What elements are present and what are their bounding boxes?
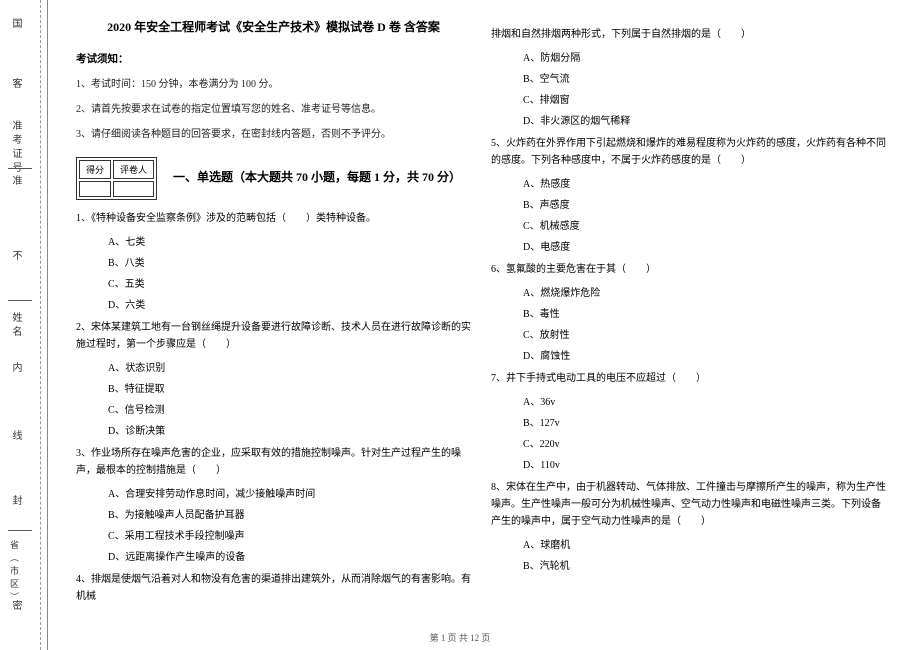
question-option: A、球磨机 <box>523 536 886 551</box>
instruction-line: 1、考试时间：150 分钟，本卷满分为 100 分。 <box>76 76 471 93</box>
question-stem: 8、宋体在生产中，由于机器转动、气体排放、工件撞击与摩擦所产生的噪声，称为生产性… <box>491 479 886 530</box>
question-option: B、为接触噪声人员配备护耳器 <box>108 506 471 521</box>
question-option: C、五类 <box>108 275 471 290</box>
marker-cell <box>113 181 154 197</box>
question-option: B、八类 <box>108 254 471 269</box>
question-stem: 1、《特种设备安全监察条例》涉及的范畴包括（ ）类特种设备。 <box>76 210 471 227</box>
question-stem: 5、火炸药在外界作用下引起燃烧和爆炸的难易程度称为火炸药的感度，火炸药有各种不同… <box>491 135 886 169</box>
score-header: 得分 <box>79 160 111 179</box>
question-option: D、非火源区的烟气稀释 <box>523 112 886 127</box>
content-area: 2020 年安全工程师考试《安全生产技术》模拟试卷 D 卷 含答案 考试须知： … <box>48 0 920 650</box>
question-option: A、合理安排劳动作息时间，减少接触噪声时间 <box>108 485 471 500</box>
binding-label: 姓名 <box>8 312 23 340</box>
question-option: D、六类 <box>108 296 471 311</box>
binding-label: 不 <box>8 250 23 264</box>
binding-label: 省（市区） <box>8 540 21 605</box>
right-column: 排烟和自然排烟两种形式，下列属于自然排烟的是（ ） A、防烟分隔 B、空气流 C… <box>481 18 896 642</box>
binding-label: 封 <box>8 495 23 509</box>
binding-margin: 国 客 准考证号 准 不 姓名 内 线 封 省（市区） 密 <box>0 0 48 650</box>
question-option: C、机械感度 <box>523 217 886 232</box>
question-option: B、空气流 <box>523 70 886 85</box>
question-stem: 3、作业场所存在噪声危害的企业，应采取有效的措施控制噪声。针对生产过程产生的噪声… <box>76 445 471 479</box>
binding-label: 内 <box>8 362 23 376</box>
question-option: C、信号检测 <box>108 401 471 416</box>
question-option: A、燃烧爆炸危险 <box>523 284 886 299</box>
question-option: B、特征提取 <box>108 380 471 395</box>
binding-label: 密 <box>8 600 23 614</box>
part1-title: 一、单选题（本大题共 70 小题，每题 1 分，共 70 分） <box>173 168 461 185</box>
question-option: A、热感度 <box>523 175 886 190</box>
question-option: D、电感度 <box>523 238 886 253</box>
question-option: A、36v <box>523 393 886 408</box>
question-stem: 2、宋体某建筑工地有一台钢丝绳提升设备要进行故障诊断、技术人员在进行故障诊断的实… <box>76 319 471 353</box>
binding-underline <box>8 168 32 169</box>
question-option: B、毒性 <box>523 305 886 320</box>
question-option: D、110v <box>523 456 886 471</box>
binding-label: 客 <box>8 78 23 92</box>
binding-underline <box>8 300 32 301</box>
instruction-line: 2、请首先按要求在试卷的指定位置填写您的姓名、准考证号等信息。 <box>76 101 471 118</box>
binding-label: 国 <box>8 18 23 32</box>
question-stem: 4、排烟是使烟气沿着对人和物没有危害的渠道排出建筑外，从而消除烟气的有害影响。有… <box>76 571 471 605</box>
binding-label: 准 <box>8 175 23 189</box>
marker-header: 评卷人 <box>113 160 154 179</box>
left-column: 2020 年安全工程师考试《安全生产技术》模拟试卷 D 卷 含答案 考试须知： … <box>66 18 481 642</box>
question-option: C、采用工程技术手段控制噪声 <box>108 527 471 542</box>
question-option: C、放射性 <box>523 326 886 341</box>
question-stem: 7、井下手持式电动工具的电压不应超过（ ） <box>491 370 886 387</box>
question-option: B、汽轮机 <box>523 557 886 572</box>
binding-label: 线 <box>8 430 23 444</box>
question-option: B、127v <box>523 414 886 429</box>
question-stem: 6、氢氟酸的主要危害在于其（ ） <box>491 261 886 278</box>
page-footer: 第 1 页 共 12 页 <box>0 631 920 644</box>
instruction-line: 3、请仔细阅读各种题目的回答要求，在密封线内答题，否则不予评分。 <box>76 126 471 143</box>
score-table: 得分 评卷人 <box>76 157 157 200</box>
instructions-header: 考试须知： <box>76 51 471 66</box>
score-cell <box>79 181 111 197</box>
question-option: D、腐蚀性 <box>523 347 886 362</box>
score-and-part-row: 得分 评卷人 一、单选题（本大题共 70 小题，每题 1 分，共 70 分） <box>76 151 471 202</box>
question-stem-cont: 排烟和自然排烟两种形式，下列属于自然排烟的是（ ） <box>491 26 886 43</box>
question-option: C、排烟窗 <box>523 91 886 106</box>
question-option: D、远距离操作产生噪声的设备 <box>108 548 471 563</box>
question-option: B、声感度 <box>523 196 886 211</box>
question-option: A、七类 <box>108 233 471 248</box>
question-option: A、状态识别 <box>108 359 471 374</box>
binding-dashed-line <box>40 0 41 650</box>
question-option: A、防烟分隔 <box>523 49 886 64</box>
question-option: C、220v <box>523 435 886 450</box>
binding-underline <box>8 530 32 531</box>
exam-title: 2020 年安全工程师考试《安全生产技术》模拟试卷 D 卷 含答案 <box>76 18 471 35</box>
question-option: D、诊断决策 <box>108 422 471 437</box>
